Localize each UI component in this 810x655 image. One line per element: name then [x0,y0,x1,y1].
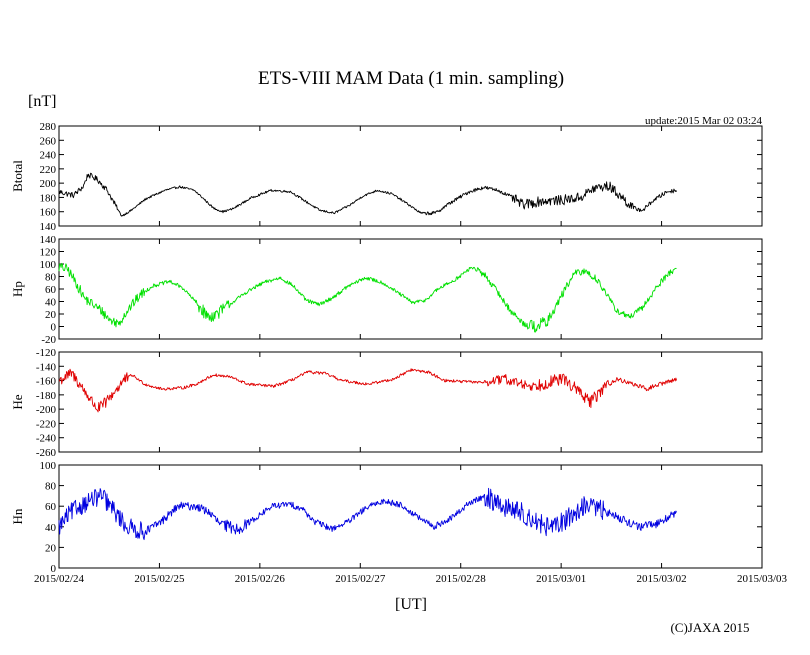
y-tick-label: -120 [36,347,57,359]
panel-label-hp: Hp [10,281,25,297]
panel-he: -120 -140 -160 -180 -200 -220 -240 -260 He [10,347,763,459]
series-he [59,368,678,413]
series-hn [58,487,677,541]
y-tick-label: 20 [45,309,57,321]
x-tick-label: 2015/02/26 [235,573,286,585]
y-tick-label: -20 [41,334,56,346]
panel-label-hn: Hn [10,508,25,524]
y-tick-label: 100 [40,259,57,271]
y-tick-label: 0 [51,563,57,575]
y-unit-label: [nT] [28,93,56,110]
series-hp [58,262,677,333]
y-tick-label: 60 [45,284,57,296]
y-tick-label: 20 [45,542,57,554]
y-tick-label: 140 [40,221,57,233]
y-tick-label: 280 [40,121,57,133]
y-tick-label: 200 [40,178,57,190]
y-tick-label: 140 [40,234,57,246]
y-tick-label: -160 [36,376,57,388]
x-tick-label: 2015/02/27 [335,573,386,585]
panel-label-he: He [10,394,25,409]
panel-label-btotal: Btotal [10,160,25,192]
y-tick-label: -200 [36,404,57,416]
x-axis-label: [UT] [395,596,427,613]
panel-btotal: 280 260 240 220 200 180 160 140 Btotal [10,121,763,233]
y-tick-label: 60 [45,501,57,513]
panel-hn: 100 80 60 40 20 0 Hn [10,460,763,575]
x-tick-label: 2015/02/28 [436,573,487,585]
y-tick-label: 240 [40,150,57,162]
x-tick-label: 2015/03/03 [737,573,788,585]
y-tick-label: -260 [36,447,57,459]
y-tick-label: 120 [40,247,57,259]
y-tick-label: 100 [40,460,57,472]
panel-frame [58,464,763,569]
y-tick-label: -220 [36,418,57,430]
y-tick-label: 40 [45,297,57,309]
panel-frame [58,125,763,227]
x-tick-label: 2015/02/25 [134,573,185,585]
panels-group: 280260240220200180160140Btotal1401201008… [10,121,763,575]
y-tick-label: 180 [40,192,57,204]
y-tick-label: 0 [51,322,57,334]
y-tick-label: 80 [45,481,57,493]
x-tick-label: 2015/03/01 [536,573,586,585]
y-tick-label: -240 [36,433,57,445]
x-tick-label: 2015/03/02 [637,573,687,585]
series-btotal [58,172,677,217]
y-tick-label: -140 [36,361,57,373]
y-tick-label: 40 [45,522,57,534]
x-axis: 2015/02/24 2015/02/25 2015/02/26 2015/02/27… [34,573,788,585]
panel-frame [58,238,763,340]
panel-frame [58,351,763,453]
chart-title: ETS-VIII MAM Data (1 min. sampling) [258,68,564,89]
update-timestamp: update:2015 Mar 02 03:24 [645,115,763,127]
y-tick-label: 260 [40,135,57,147]
y-tick-label: 80 [45,272,57,284]
y-tick-label: 220 [40,164,57,176]
x-tick-label: 2015/02/24 [34,573,85,585]
y-tick-label: 160 [40,207,57,219]
y-tick-label: -180 [36,390,57,402]
copyright-text: (C)JAXA 2015 [670,620,749,635]
